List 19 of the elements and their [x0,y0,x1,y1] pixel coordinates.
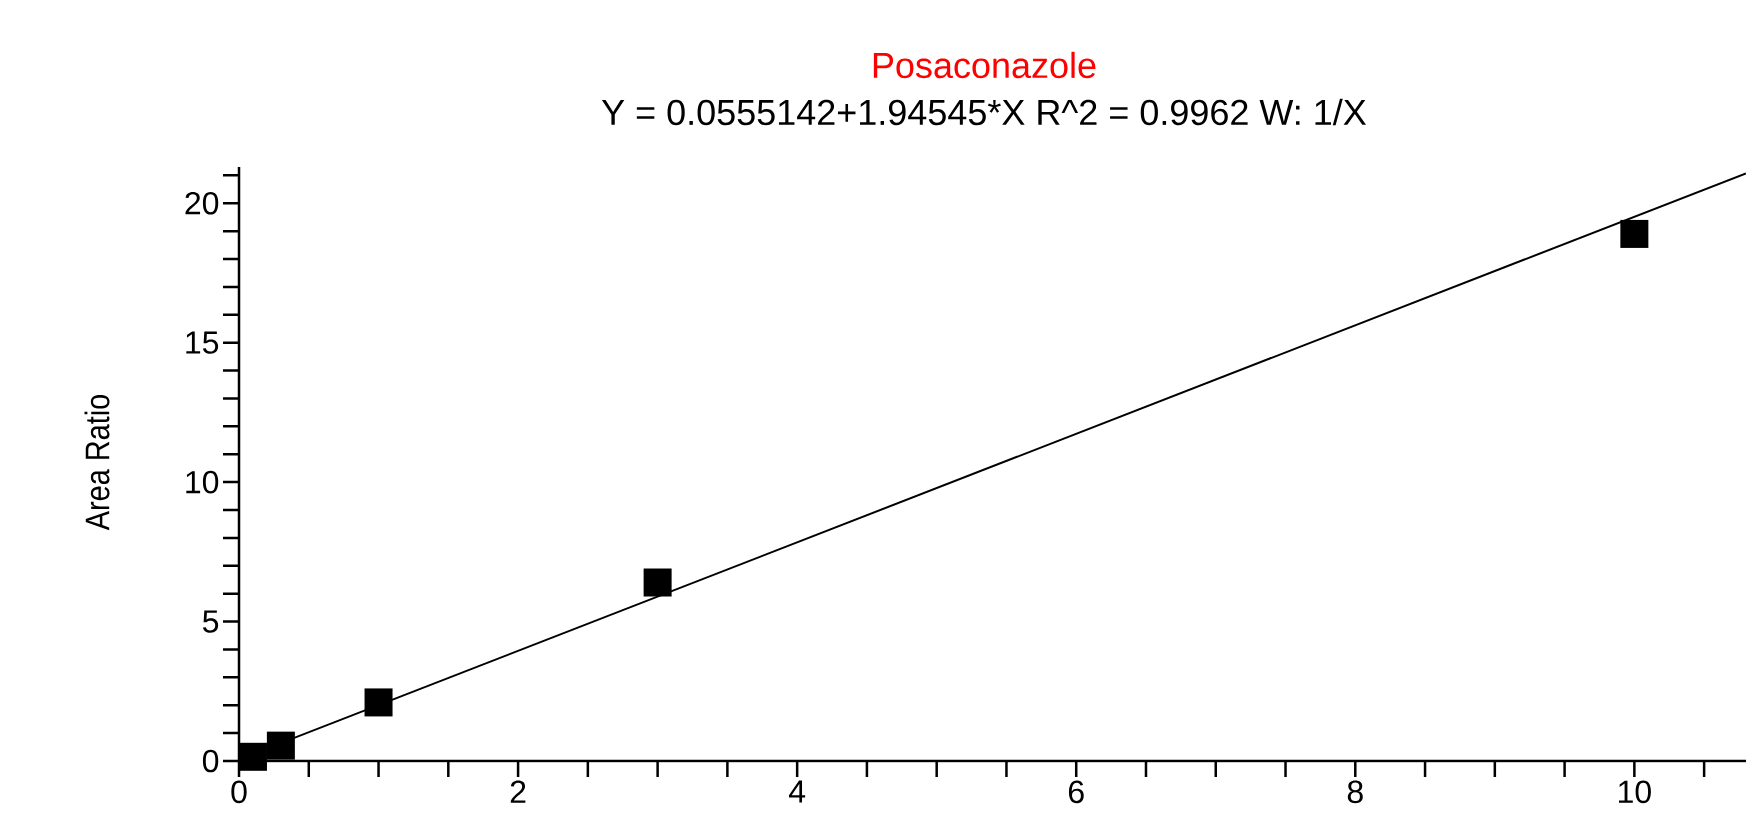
point [364,688,393,717]
point [643,568,672,597]
y-tick-label: 5 [202,610,219,633]
x-tick-label: 6 [1068,780,1084,804]
point [238,742,267,771]
point [266,731,295,760]
x-tick-label: 0 [231,780,247,804]
x-tick-label: 2 [510,780,526,803]
y-axis-title: Area Ratio [84,394,110,531]
x-tick-label: 8 [1347,780,1363,804]
point [1620,219,1649,248]
y-tick-label: 0 [202,749,219,773]
y-tick-label: 15 [186,331,219,354]
y-tick-label: 10 [186,470,219,494]
x-tick-label: 4 [788,780,806,803]
y-tick-label: 20 [185,191,219,215]
x-tick-label: 10 [1619,780,1651,804]
chart-subtitle: Y = 0.0555142+1.94545*X R^2 = 0.9962 W: 1/X [601,98,1367,126]
chart-title: Posaconazole [873,51,1096,79]
